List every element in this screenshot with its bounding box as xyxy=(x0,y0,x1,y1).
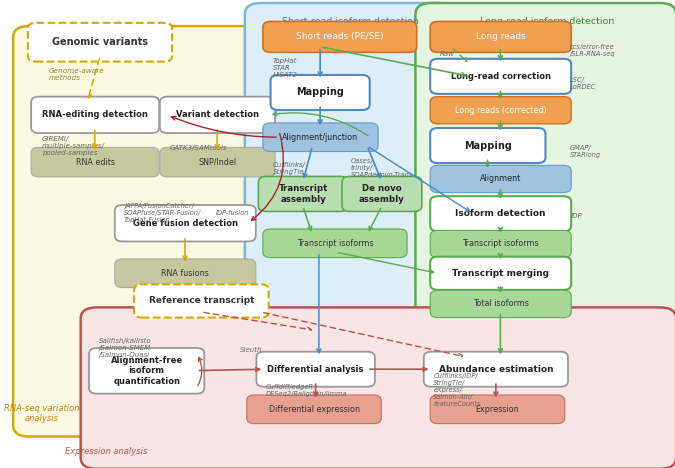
FancyBboxPatch shape xyxy=(160,96,275,133)
Text: Genome-aware
methods: Genome-aware methods xyxy=(49,68,104,81)
Text: GIREMI/
multiple-samples/
pooled-samples: GIREMI/ multiple-samples/ pooled-samples xyxy=(42,136,105,156)
Text: Oases/
trinity/
SOAPdenovo-Trans: Oases/ trinity/ SOAPdenovo-Trans xyxy=(351,158,413,178)
Text: GMAP/
STARlong: GMAP/ STARlong xyxy=(570,146,601,159)
Text: RNA fusions: RNA fusions xyxy=(161,269,209,278)
FancyBboxPatch shape xyxy=(424,351,568,387)
FancyBboxPatch shape xyxy=(415,3,675,446)
FancyBboxPatch shape xyxy=(115,259,256,287)
FancyBboxPatch shape xyxy=(430,128,545,163)
FancyBboxPatch shape xyxy=(259,176,348,212)
Text: Long-read isoform detection: Long-read isoform detection xyxy=(480,17,614,26)
Text: Long-read correction: Long-read correction xyxy=(451,72,551,81)
Text: Alignment-free
isoform
quantification: Alignment-free isoform quantification xyxy=(111,356,183,386)
Text: Expression analysis: Expression analysis xyxy=(65,447,148,456)
FancyBboxPatch shape xyxy=(430,290,571,318)
Text: Gene fusion detection: Gene fusion detection xyxy=(133,219,238,228)
FancyBboxPatch shape xyxy=(430,22,571,52)
FancyBboxPatch shape xyxy=(430,230,571,257)
Text: JAFFA/FusionCatcher/
SOAPfuse/STAR-Fusion/
TopHat-Fusion: JAFFA/FusionCatcher/ SOAPfuse/STAR-Fusio… xyxy=(124,203,201,223)
Text: SNP/Indel: SNP/Indel xyxy=(198,158,236,167)
FancyBboxPatch shape xyxy=(256,351,375,387)
Text: Transcript
assembly: Transcript assembly xyxy=(278,184,328,204)
FancyBboxPatch shape xyxy=(342,176,422,212)
FancyBboxPatch shape xyxy=(430,196,571,231)
Text: Variant detection: Variant detection xyxy=(176,110,259,119)
Text: Alignment: Alignment xyxy=(480,175,521,183)
Text: Mapping: Mapping xyxy=(464,140,512,151)
FancyBboxPatch shape xyxy=(245,3,457,446)
Text: Reference transcript: Reference transcript xyxy=(148,296,254,306)
Text: LSC/
LoRDEC: LSC/ LoRDEC xyxy=(570,77,596,90)
Text: RNA-editing detection: RNA-editing detection xyxy=(43,110,148,119)
FancyBboxPatch shape xyxy=(115,205,256,241)
Text: RNA-seq variation
analysis: RNA-seq variation analysis xyxy=(4,404,80,423)
FancyBboxPatch shape xyxy=(31,96,159,133)
FancyBboxPatch shape xyxy=(81,307,675,468)
FancyBboxPatch shape xyxy=(263,22,416,52)
Text: Short-read isoform detection: Short-read isoform detection xyxy=(282,17,418,26)
Text: Total isoforms: Total isoforms xyxy=(472,300,529,308)
Text: Abundance estimation: Abundance estimation xyxy=(439,365,554,373)
Text: Transcript merging: Transcript merging xyxy=(452,269,549,278)
FancyBboxPatch shape xyxy=(134,285,269,318)
FancyBboxPatch shape xyxy=(28,23,172,62)
Text: IDP-fusion: IDP-fusion xyxy=(216,210,249,216)
FancyBboxPatch shape xyxy=(430,395,565,424)
Text: TopHat
STAR
HISAT2: TopHat STAR HISAT2 xyxy=(273,58,298,78)
FancyBboxPatch shape xyxy=(430,165,571,192)
Text: Transcript isoforms: Transcript isoforms xyxy=(462,240,539,249)
FancyBboxPatch shape xyxy=(430,59,571,94)
FancyBboxPatch shape xyxy=(271,75,370,110)
Text: Differential expression: Differential expression xyxy=(269,405,360,414)
Text: Transcript isoforms: Transcript isoforms xyxy=(296,239,373,248)
Text: Sailfish/kallisto
/Salmon-SMEM
/Salmon-Quasi: Sailfish/kallisto /Salmon-SMEM /Salmon-Q… xyxy=(99,337,151,358)
Text: IDP: IDP xyxy=(571,212,583,219)
Text: Raw: Raw xyxy=(440,51,455,57)
FancyBboxPatch shape xyxy=(247,395,381,424)
Text: Mapping: Mapping xyxy=(296,88,344,97)
FancyBboxPatch shape xyxy=(13,26,316,437)
Text: Long reads (corrected): Long reads (corrected) xyxy=(455,106,547,115)
Text: Expression: Expression xyxy=(476,405,519,414)
Text: GATK3/SAMtools: GATK3/SAMtools xyxy=(169,145,227,151)
Text: RNA edits: RNA edits xyxy=(76,158,115,167)
FancyBboxPatch shape xyxy=(263,123,378,152)
Text: Short reads (PE/SE): Short reads (PE/SE) xyxy=(296,32,383,41)
FancyBboxPatch shape xyxy=(89,348,205,394)
Text: Cufflinks/
StringTie: Cufflinks/ StringTie xyxy=(273,161,305,175)
Text: Long reads: Long reads xyxy=(476,32,526,41)
FancyBboxPatch shape xyxy=(430,96,571,124)
FancyBboxPatch shape xyxy=(430,256,571,290)
Text: ccs/error-free
/SLR-RNA-seq: ccs/error-free /SLR-RNA-seq xyxy=(570,44,616,57)
Text: Genomic variants: Genomic variants xyxy=(52,37,148,47)
Text: Cufflinks/IDP/
StringTie/
eXpress/
Salmon-Aln/
featureCounts: Cufflinks/IDP/ StringTie/ eXpress/ Salmo… xyxy=(433,373,481,408)
Text: Sleuth: Sleuth xyxy=(240,347,262,353)
FancyBboxPatch shape xyxy=(31,147,159,177)
Text: De novo
assembly: De novo assembly xyxy=(359,184,405,204)
Text: Isoform detection: Isoform detection xyxy=(456,209,546,218)
Text: Differential analysis: Differential analysis xyxy=(267,365,364,373)
FancyBboxPatch shape xyxy=(263,229,407,257)
Text: Cuffdiff/edgeR
DESeq2/Ballgown/limma: Cuffdiff/edgeR DESeq2/Ballgown/limma xyxy=(266,384,348,397)
Text: Alignment/junction: Alignment/junction xyxy=(282,133,358,142)
FancyBboxPatch shape xyxy=(160,147,275,177)
